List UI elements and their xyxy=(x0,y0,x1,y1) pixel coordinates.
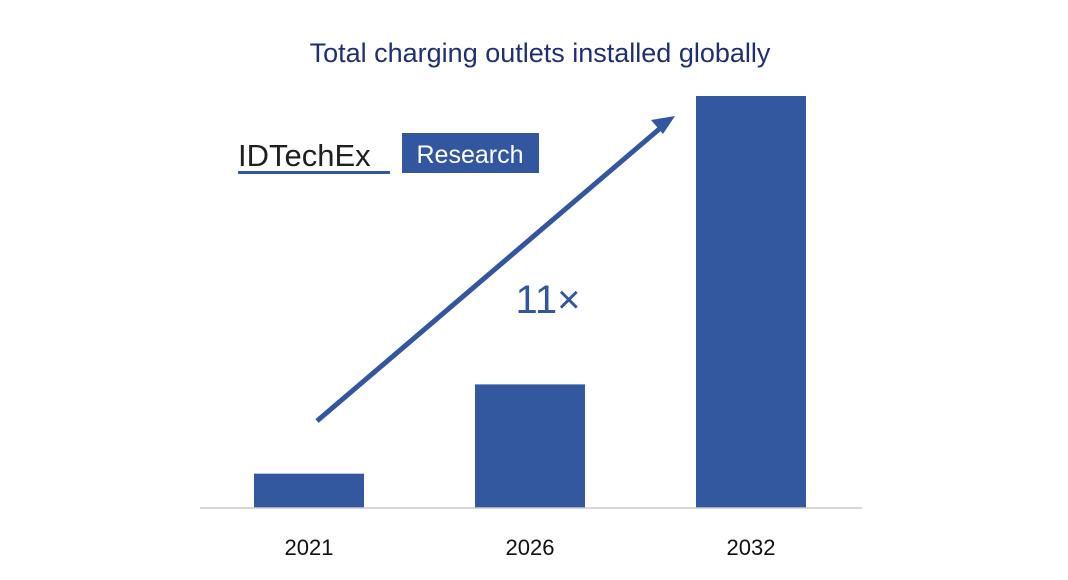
growth-arrow-head xyxy=(651,116,675,134)
x-tick-label: 2021 xyxy=(285,535,334,560)
bar-2021 xyxy=(254,473,364,508)
growth-label: 11× xyxy=(516,278,581,322)
bar-2032 xyxy=(696,96,806,508)
logo-research-box xyxy=(402,133,539,173)
x-tick-label: 2032 xyxy=(727,535,776,560)
bars-layer xyxy=(254,96,806,508)
logo-research-label: Research xyxy=(417,141,524,169)
logo-wordmark: IDTechEx xyxy=(238,138,371,173)
growth-arrow-line xyxy=(315,123,666,423)
x-tick-label: 2026 xyxy=(506,535,555,560)
growth-arrow xyxy=(315,116,675,423)
chart-title: Total charging outlets installed globall… xyxy=(310,38,771,68)
idtechex-logo: IDTechEx Research xyxy=(238,133,539,174)
logo-underline xyxy=(238,171,390,174)
x-axis-ticks: 2021 2026 2032 xyxy=(285,535,776,560)
bar-2026 xyxy=(475,384,585,508)
